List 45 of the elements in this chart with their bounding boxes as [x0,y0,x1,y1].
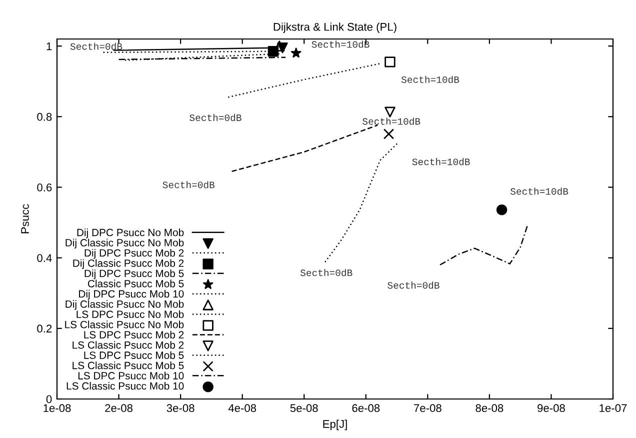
y-tick-label: 0.2 [37,324,52,333]
x-tick-label: 5e-08 [290,404,318,412]
legend-label: Dij DPC Psucc No Mob [77,228,184,238]
legend-label: Dij DPC Psucc Mob 2 [84,248,184,259]
x-tick-label: 7e-08 [414,404,442,412]
legend-label: LS DPC Psucc Mob 5 [84,351,184,359]
x-tick-label: 4e-08 [228,404,256,412]
legend-label: Classic Psucc Mob 5 [88,280,184,288]
annotation: Secth=10dB [312,40,370,48]
y-tick-label: 1 [46,42,52,50]
y-tick-label: 0.8 [37,112,52,121]
legend-label: Dij Classic Psucc Mob 2 [73,259,184,269]
annotation: Secth=0dB [190,114,242,122]
chart-title: Dijkstra & Link State (PL) [274,22,396,33]
x-tick-label: 3e-08 [166,404,194,412]
annotation: Secth=10dB [510,188,568,195]
legend-label: LS DPC Psucc Mob 2 [84,330,184,338]
y-tick-label: 0.6 [37,184,52,192]
legend-label: LS DPC Psucc No Mob [76,310,184,318]
annotation: Secth=0dB [70,42,122,50]
x-tick-label: 1e-07 [600,404,627,412]
annotation: Secth=10dB [362,118,420,125]
legend-label: Dij Classic Psucc No Mob [66,238,184,248]
legend-label: LS Classic Psucc Mob 2 [72,341,184,349]
x-tick-label: 8e-08 [476,404,504,412]
y-axis-title: Psucc [21,204,29,234]
x-tick-label: 2e-08 [105,404,133,412]
y-tick-label: 0.4 [37,254,52,262]
legend-label: LS Classic Psucc Mob 10 [66,382,184,390]
legend-label: Dij Classic Psucc No Mob [66,300,184,310]
legend-label: Dij DPC Psucc Mob 5 [84,269,184,280]
x-tick-label: 6e-08 [352,404,380,412]
legend-label: Dij DPC Psucc Mob 10 [79,290,184,300]
annotation: Secth=0dB [162,181,215,188]
annotation: Secth=0dB [300,269,352,276]
x-axis-title: Ep[J] [323,420,347,430]
y-tick-label: 0 [46,395,52,404]
annotation: Secth=10dB [412,158,470,166]
legend-label: LS Classic Psucc No Mob [65,320,184,328]
legend-label: LS Classic Psucc Mob 5 [72,362,184,370]
annotation: Secth=10dB [401,76,460,83]
legend-label: LS DPC Psucc Mob 10 [78,372,184,380]
annotation: Secth=0dB [388,282,440,289]
x-tick-label: 1e-08 [44,404,71,412]
x-tick-label: 9e-08 [538,404,565,412]
